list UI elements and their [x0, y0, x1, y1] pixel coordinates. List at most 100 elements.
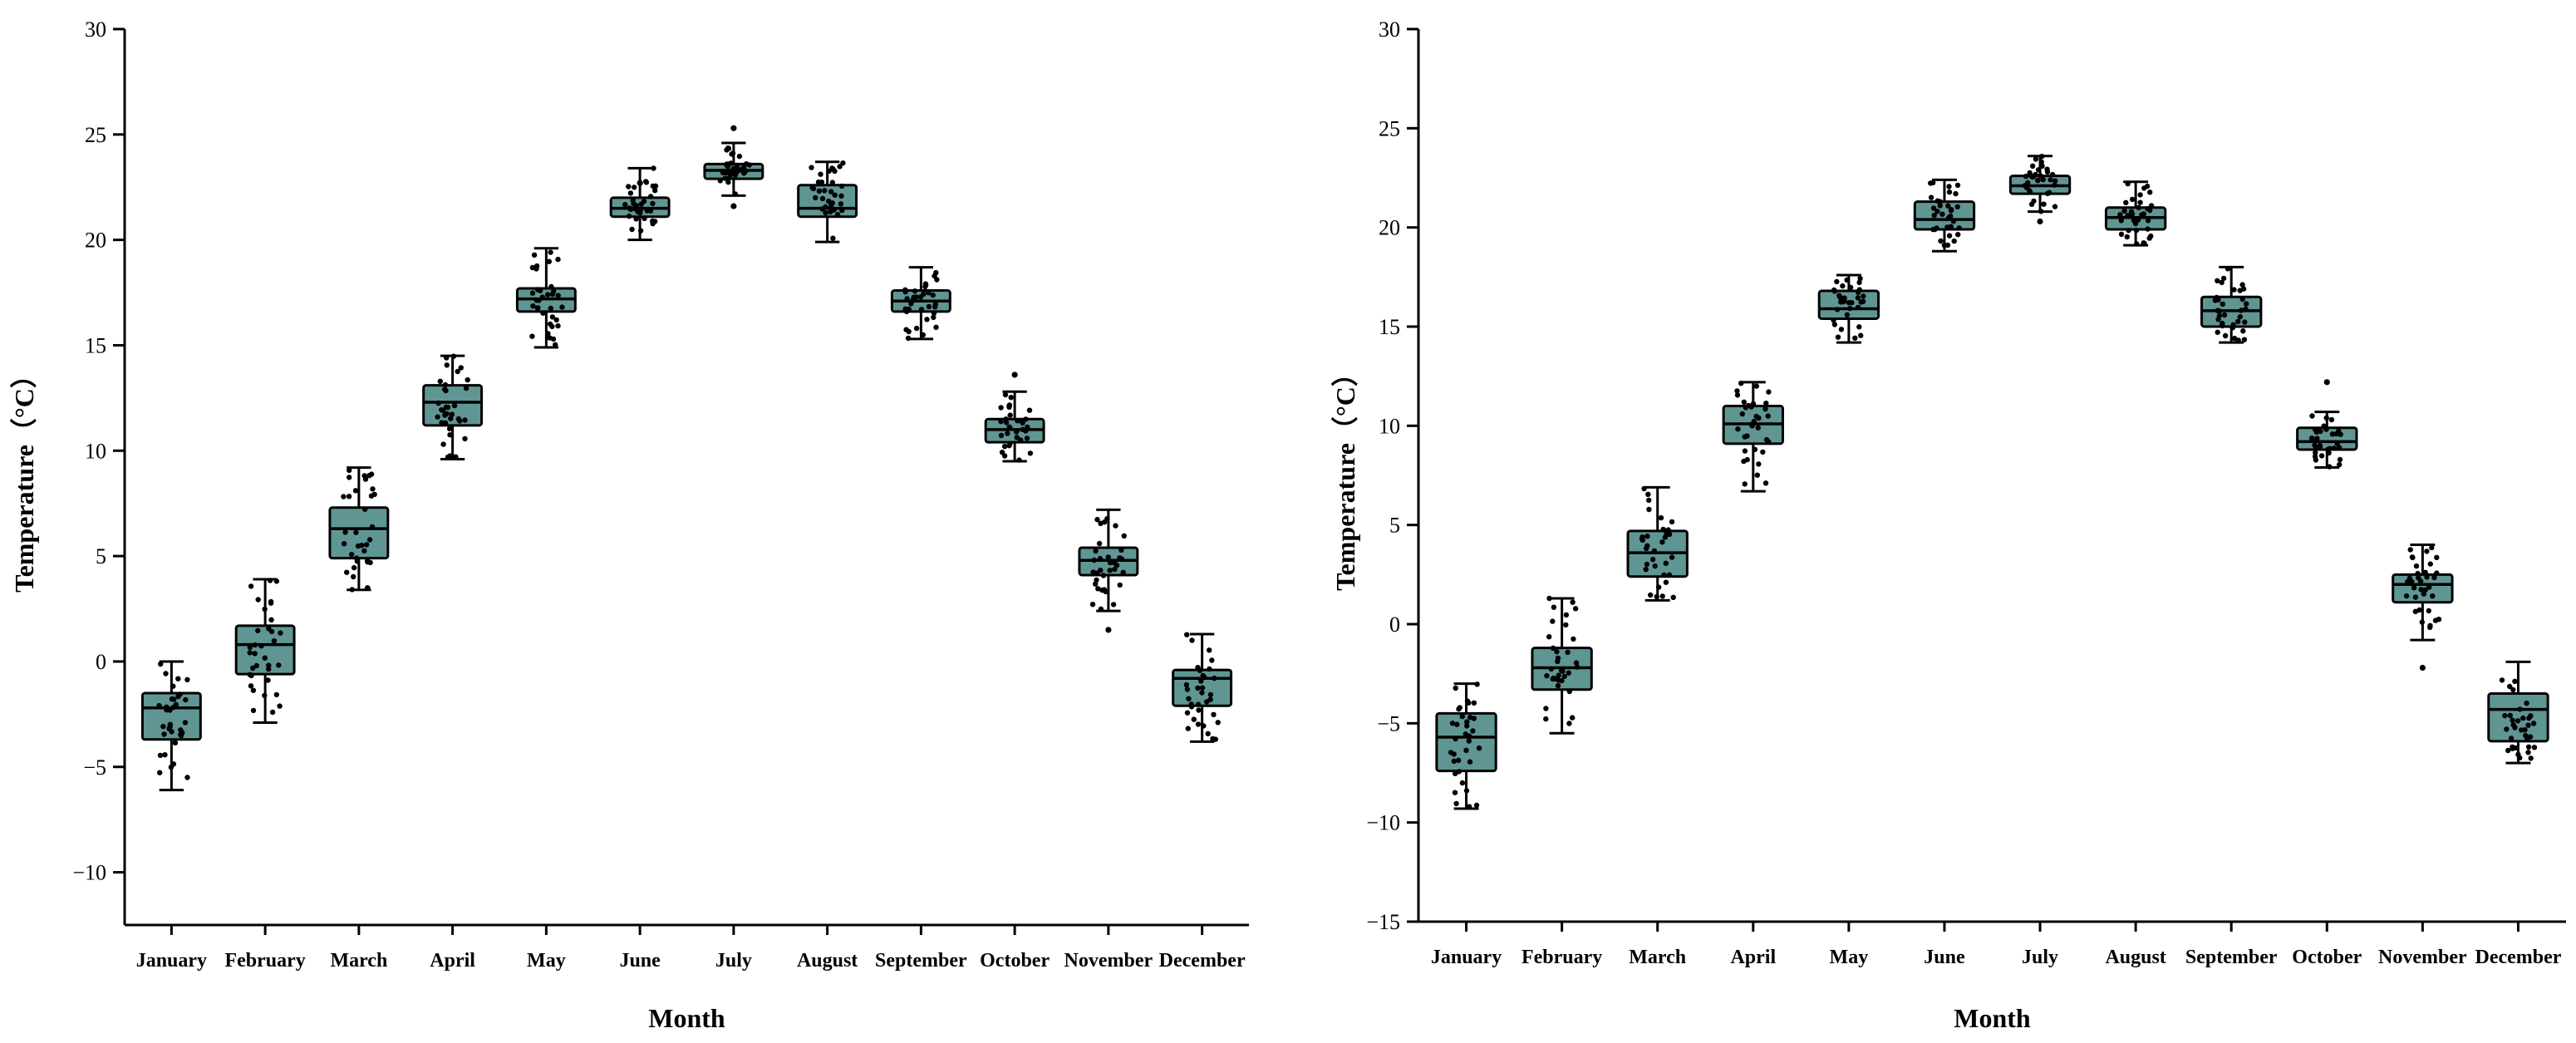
sample-point — [839, 207, 845, 214]
sample-point — [1573, 660, 1580, 666]
sample-point — [449, 411, 455, 417]
sample-point — [647, 194, 654, 199]
sample-point — [366, 537, 373, 543]
iqr-box — [1435, 711, 1497, 773]
sample-point — [1556, 672, 1562, 678]
sample-point — [160, 723, 166, 730]
x-tick-label-april: April — [430, 950, 475, 972]
sample-point — [2216, 308, 2223, 314]
x-tick-label-august: August — [2105, 947, 2166, 968]
sample-point — [437, 378, 443, 384]
sample-point — [1662, 534, 1669, 540]
sample-point — [1563, 622, 1569, 628]
outlier-point — [730, 203, 737, 209]
sample-point — [1831, 322, 1838, 327]
sample-point — [1207, 647, 1212, 653]
sample-point — [730, 165, 737, 171]
sample-point — [1944, 224, 1950, 230]
box-november — [2392, 544, 2454, 642]
sample-point — [725, 180, 731, 185]
y-tick-label: 10 — [1379, 414, 1400, 438]
box-august — [797, 160, 858, 244]
sample-point — [1027, 450, 1034, 456]
sample-point — [1466, 700, 1472, 706]
sample-point — [440, 407, 446, 413]
sample-point — [1751, 418, 1757, 425]
sample-point — [366, 473, 372, 479]
sample-point — [2419, 619, 2425, 625]
sample-point — [463, 385, 469, 391]
sample-point — [354, 558, 361, 564]
sample-point — [262, 692, 268, 699]
sample-point — [2025, 180, 2031, 186]
sample-point — [1470, 728, 1476, 734]
sample-point — [1742, 481, 1748, 487]
sample-point — [932, 273, 937, 279]
sample-point — [1765, 413, 1771, 419]
sample-point — [2239, 282, 2245, 288]
box-june — [609, 165, 671, 242]
sample-point — [2431, 574, 2437, 581]
sample-point — [1101, 587, 1108, 593]
sample-point — [828, 189, 834, 194]
sample-point — [355, 543, 361, 549]
sample-point — [2328, 416, 2335, 423]
sample-point — [446, 426, 453, 432]
sample-point — [1932, 226, 1938, 233]
sample-point — [735, 162, 740, 169]
sample-point — [1639, 537, 1646, 543]
sample-point — [442, 381, 449, 388]
sample-point — [549, 314, 556, 320]
left-chart-panel: −10 −5 0 5 10 15 20 25 30 January February March Apr… — [9, 17, 1249, 1033]
sample-point — [2141, 240, 2147, 246]
sample-point — [1199, 690, 1205, 696]
sample-point — [2141, 211, 2146, 217]
sample-point — [1931, 212, 1937, 219]
sample-point — [909, 298, 916, 304]
sample-point — [1654, 593, 1659, 600]
sample-point — [262, 606, 268, 613]
sample-point — [175, 676, 181, 681]
sample-point — [533, 266, 539, 272]
sample-point — [2033, 156, 2039, 162]
sample-point — [535, 305, 541, 311]
sample-point — [547, 321, 553, 327]
sample-point — [1095, 586, 1101, 592]
sample-point — [931, 310, 937, 316]
sample-point — [633, 216, 639, 222]
sample-point — [1741, 399, 1747, 405]
sample-point — [643, 179, 649, 184]
sample-point — [1561, 673, 1567, 680]
sample-point — [2118, 231, 2125, 237]
sample-point — [163, 671, 169, 676]
sample-point — [2312, 442, 2318, 449]
sample-point — [2432, 617, 2439, 623]
sample-point — [1471, 700, 1477, 706]
sample-point — [1763, 401, 1769, 406]
sample-point — [2145, 206, 2151, 212]
sample-point — [1459, 780, 1466, 786]
sample-point — [2407, 547, 2413, 553]
sample-point — [2117, 212, 2123, 218]
sample-point — [1738, 381, 1744, 386]
sample-point — [1112, 566, 1118, 573]
sample-point — [1847, 284, 1854, 290]
sample-point — [447, 432, 453, 438]
iqr-box — [328, 506, 390, 560]
sample-point — [2235, 318, 2241, 325]
sample-point — [730, 170, 735, 176]
sample-point — [1090, 569, 1096, 575]
sample-point — [529, 333, 535, 339]
sample-point — [2137, 192, 2143, 198]
sample-point — [167, 723, 173, 730]
sample-point — [1452, 790, 1458, 795]
sample-point — [2323, 426, 2329, 431]
sample-point — [1196, 707, 1202, 713]
sample-point — [727, 174, 733, 180]
x-axis-title: Month — [1954, 1003, 2031, 1033]
sample-point — [730, 150, 736, 156]
sample-point — [178, 731, 184, 738]
sample-point — [2512, 678, 2518, 684]
sample-point — [265, 677, 271, 683]
sample-point — [2327, 445, 2333, 451]
